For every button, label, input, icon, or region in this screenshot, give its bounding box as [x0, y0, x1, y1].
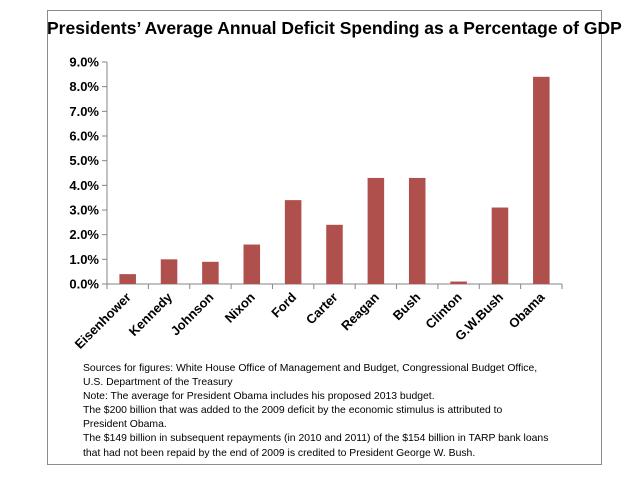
bar-eisenhower	[119, 274, 136, 284]
x-tick-label: Obama	[506, 289, 548, 331]
note-line: Note: The average for President Obama in…	[83, 391, 435, 403]
bar-carter	[326, 224, 343, 284]
x-tick-label: Eisenhower	[72, 290, 134, 352]
bar-bush	[408, 177, 426, 284]
note-line: The $200 billion that was added to the 2…	[83, 405, 503, 417]
note-line: President Obama.	[83, 419, 167, 431]
y-tick-label: 6.0%	[69, 129, 99, 144]
note-line: that had not been repaid by the end of 2…	[83, 447, 476, 459]
y-tick-label: 2.0%	[69, 227, 99, 242]
bar-g-w-bush	[491, 207, 509, 284]
bar-obama	[533, 76, 550, 284]
note-line: The $149 billion in subsequent repayment…	[83, 433, 549, 445]
bar-johnson	[202, 261, 219, 284]
x-tick-label: Bush	[390, 289, 424, 323]
note-line: U.S. Department of the Treasury	[83, 377, 233, 389]
y-tick-label: 7.0%	[69, 104, 99, 119]
y-tick-label: 9.0%	[69, 55, 99, 70]
y-axis: 0.0% 1.0% 2.0% 3.0% 4.0% 5.0% 6.0% 7.0% 8.0% 9.0%	[69, 55, 108, 292]
bars-group	[119, 76, 550, 284]
x-tick-label: Johnson	[168, 289, 217, 338]
y-tick-label: 5.0%	[69, 153, 99, 168]
y-tick-label: 3.0%	[69, 203, 99, 218]
note-line: Sources for figures: White House Office …	[83, 363, 538, 374]
chart-frame	[47, 10, 602, 465]
y-tick-label: 1.0%	[69, 252, 99, 267]
x-tick-label: Carter	[303, 290, 341, 328]
y-tick-label: 0.0%	[69, 277, 99, 292]
bar-kennedy	[160, 259, 178, 284]
x-tick-label: Nixon	[222, 289, 258, 325]
x-tick-label: Ford	[268, 289, 299, 320]
y-tick-label: 4.0%	[69, 178, 99, 193]
bar-ford	[284, 200, 302, 284]
bar-clinton	[450, 281, 467, 284]
bar-reagan	[367, 177, 385, 284]
chart-title: Presidents’ Average Annual Deficit Spend…	[47, 18, 622, 38]
source-notes: Sources for figures: White House Office …	[83, 362, 598, 461]
y-tick-label: 8.0%	[69, 79, 99, 94]
x-axis	[106, 283, 563, 289]
x-tick-label: Kennedy	[126, 289, 176, 339]
bar-nixon	[243, 244, 261, 284]
x-tick-label: Reagan	[338, 289, 382, 333]
